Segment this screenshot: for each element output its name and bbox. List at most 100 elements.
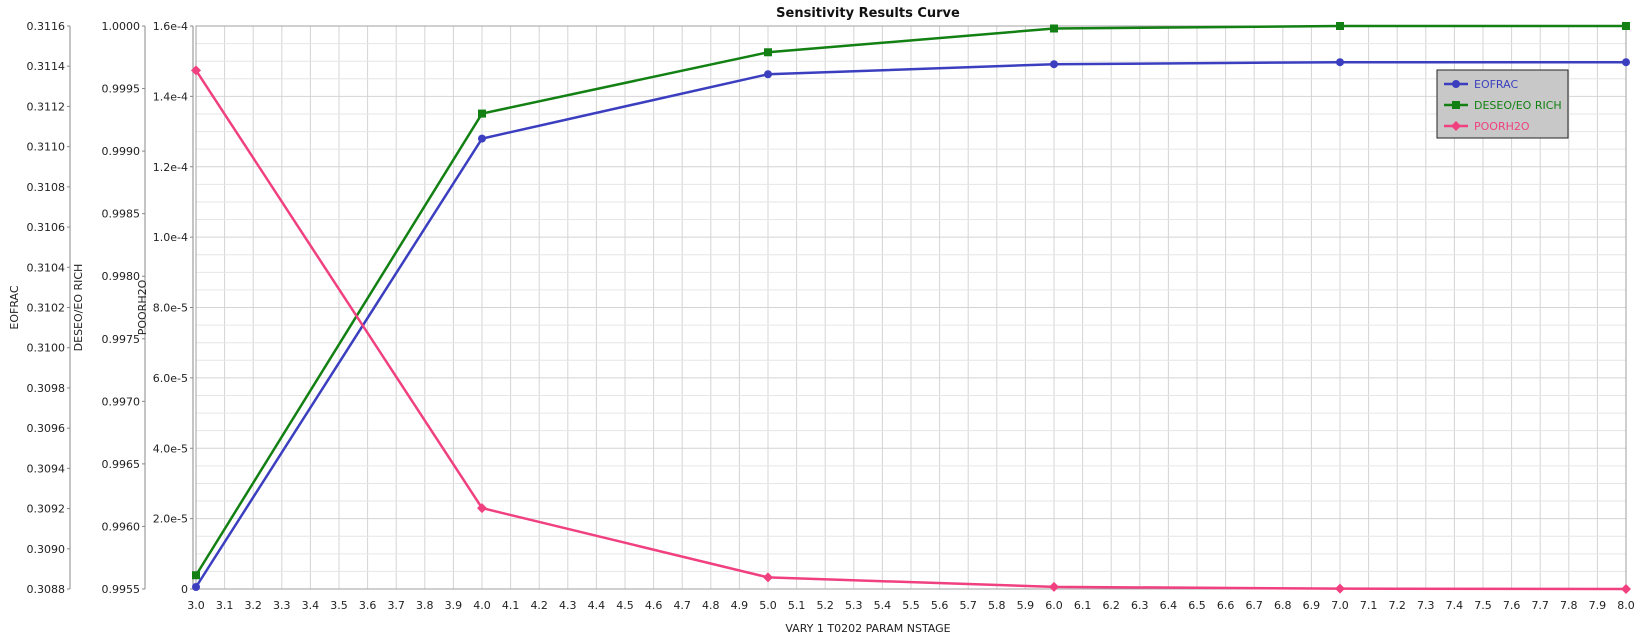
y-tick-label-eofrac: 0.3116	[27, 20, 66, 33]
legend: EOFRAC DESEO/EO RICH POORH2O	[1436, 69, 1569, 139]
series-eofrac	[192, 58, 1630, 591]
x-tick-label: 7.3	[1417, 599, 1435, 612]
series	[191, 22, 1631, 594]
data-point-deseo	[764, 48, 772, 57]
legend-item-deseo: DESEO/EO RICH	[1444, 99, 1562, 112]
y-tick-label-poorh2o: 8.0e-5	[153, 302, 188, 315]
x-tick-label: 7.4	[1446, 599, 1464, 612]
x-tick-label: 5.5	[902, 599, 920, 612]
y-axis-title-poorh2o: POORH2O	[136, 279, 149, 335]
x-tick-label: 5.4	[874, 599, 892, 612]
y-axis-title-deseo: DESEO/EO RICH	[72, 264, 85, 352]
data-point-poorh2o	[1049, 581, 1059, 592]
y-tick-label-poorh2o: 4.0e-5	[153, 442, 188, 455]
x-tick-label: 4.1	[502, 599, 520, 612]
legend-label: DESEO/EO RICH	[1474, 99, 1562, 112]
x-tick-label: 5.9	[1017, 599, 1035, 612]
y-tick-label-deseo: 0.9965	[102, 458, 141, 471]
series-deseo	[192, 22, 1630, 580]
data-point-poorh2o	[477, 503, 487, 514]
legend-swatch-marker	[1452, 80, 1460, 88]
y-tick-label-poorh2o: 2.0e-5	[153, 513, 188, 526]
x-tick-label: 6.3	[1131, 599, 1149, 612]
x-tick-label: 6.7	[1245, 599, 1263, 612]
x-tick-label: 6.8	[1274, 599, 1292, 612]
grid	[195, 25, 1627, 590]
data-point-eofrac	[1622, 58, 1630, 67]
x-tick-label: 3.0	[187, 599, 205, 612]
y-tick-label-deseo: 0.9990	[102, 145, 141, 158]
x-tick-label: 7.2	[1388, 599, 1406, 612]
y-tick-label-eofrac: 0.3090	[27, 543, 66, 556]
y-tick-label-deseo: 0.9985	[102, 208, 141, 221]
data-point-deseo	[1622, 22, 1630, 30]
x-tick-label: 5.0	[759, 599, 777, 612]
series-line-deseo	[194, 24, 1626, 576]
legend-label: EOFRAC	[1474, 78, 1518, 91]
x-tick-label: 3.6	[359, 599, 377, 612]
series-line-eofrac	[194, 60, 1626, 588]
y-tick-label-deseo: 0.9960	[102, 520, 141, 533]
y-tick-label-poorh2o: 1.0e-4	[153, 231, 188, 244]
axes: 3.0 3.1 3.2 3.3 3.4 3.5 3.6 3.7 3.8 3.9 4.0 4.1 4.2 4…	[8, 20, 1635, 612]
data-point-poorh2o	[1335, 583, 1345, 594]
x-tick-label: 7.5	[1474, 599, 1492, 612]
legend-item-poorh2o: POORH2O	[1444, 120, 1530, 133]
y-tick-label-eofrac: 0.3112	[27, 100, 66, 113]
x-tick-label: 3.8	[416, 599, 434, 612]
data-point-poorh2o	[763, 572, 773, 583]
y-tick-label-deseo: 1.0000	[102, 20, 141, 33]
data-point-eofrac	[192, 582, 200, 591]
legend-swatch-marker	[1451, 121, 1461, 131]
y-tick-label-eofrac: 0.3100	[27, 342, 66, 355]
y-tick-label-deseo: 0.9975	[102, 333, 141, 346]
x-tick-label: 6.1	[1074, 599, 1092, 612]
y-tick-label-poorh2o: 6.0e-5	[153, 372, 188, 385]
data-point-eofrac	[478, 134, 486, 143]
x-axis-title: VARY 1 T0202 PARAM NSTAGE	[785, 622, 950, 635]
data-point-eofrac	[1050, 60, 1058, 69]
data-point-deseo	[478, 109, 486, 118]
x-tick-label: 6.4	[1160, 599, 1178, 612]
x-tick-label: 4.8	[702, 599, 720, 612]
data-point-deseo	[1336, 22, 1344, 30]
x-tick-label: 8.0	[1617, 599, 1635, 612]
x-tick-label: 4.5	[616, 599, 634, 612]
y-tick-label-deseo: 0.9955	[102, 583, 141, 596]
y-tick-label-eofrac: 0.3114	[27, 60, 66, 73]
y-tick-label-poorh2o: 1.4e-4	[153, 90, 188, 103]
legend-swatch-marker	[1452, 101, 1460, 109]
data-point-eofrac	[764, 70, 772, 79]
x-tick-label: 7.8	[1560, 599, 1578, 612]
y-tick-label-eofrac: 0.3104	[27, 261, 66, 274]
x-tick-label: 3.3	[273, 599, 291, 612]
x-tick-label: 5.8	[988, 599, 1006, 612]
x-tick-label: 7.7	[1531, 599, 1549, 612]
x-tick-label: 3.1	[216, 599, 234, 612]
data-point-eofrac	[1336, 58, 1344, 67]
x-tick-label: 5.6	[931, 599, 949, 612]
y-tick-label-poorh2o: 0	[181, 583, 188, 596]
x-tick-label: 5.2	[816, 599, 834, 612]
y-tick-label-eofrac: 0.3094	[27, 462, 66, 475]
x-tick-label: 3.2	[244, 599, 262, 612]
x-tick-label: 3.4	[302, 599, 320, 612]
series-poorh2o	[191, 65, 1631, 594]
data-point-deseo	[192, 571, 200, 580]
x-tick-label: 7.1	[1360, 599, 1378, 612]
x-tick-label: 7.9	[1589, 599, 1607, 612]
y-tick-label-eofrac: 0.3098	[27, 382, 66, 395]
x-tick-label: 3.5	[330, 599, 348, 612]
x-tick-label: 5.1	[788, 599, 806, 612]
x-tick-label: 6.2	[1102, 599, 1120, 612]
y-tick-label-eofrac: 0.3110	[27, 141, 66, 154]
y-tick-label-deseo: 0.9995	[102, 83, 141, 96]
x-tick-label: 5.7	[959, 599, 977, 612]
x-tick-label: 4.0	[473, 599, 491, 612]
x-tick-label: 4.9	[731, 599, 749, 612]
x-tick-label: 5.3	[845, 599, 863, 612]
y-tick-label-poorh2o: 1.6e-4	[153, 20, 188, 33]
y-tick-label-deseo: 0.9970	[102, 395, 141, 408]
